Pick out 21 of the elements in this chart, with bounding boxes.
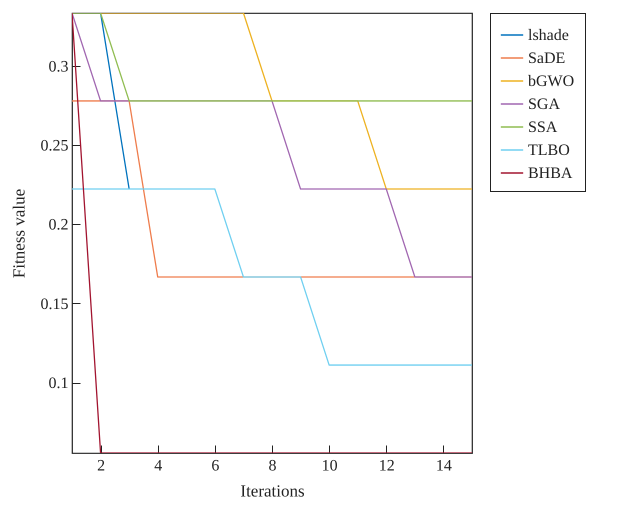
x-tick-label: 8 xyxy=(268,458,276,474)
legend-label: TLBO xyxy=(528,142,570,159)
y-tick-label: 0.15 xyxy=(40,296,68,313)
legend-label: SaDE xyxy=(528,50,566,67)
x-tick-label: 6 xyxy=(211,458,220,474)
y-tick-label: 0.3 xyxy=(48,58,68,76)
legend-label: SGA xyxy=(528,96,560,113)
x-tick-label: 2 xyxy=(97,458,106,474)
y-tick-label: 0.2 xyxy=(48,216,68,234)
legend-label: bGWO xyxy=(528,73,574,90)
y-tick-label: 0.25 xyxy=(40,137,68,154)
legend-label: SSA xyxy=(528,119,558,136)
x-tick-label: 12 xyxy=(378,458,395,474)
x-tick-label: 14 xyxy=(436,458,452,474)
x-axis-title: Iterations xyxy=(240,482,305,500)
y-axis-title: Fitness value xyxy=(10,188,28,278)
x-tick-label: 10 xyxy=(322,458,338,474)
legend-label: BHBA xyxy=(528,165,573,182)
legend-label: lshade xyxy=(528,27,569,44)
y-tick-label: 0.1 xyxy=(48,375,68,392)
x-tick-label: 4 xyxy=(154,458,162,474)
